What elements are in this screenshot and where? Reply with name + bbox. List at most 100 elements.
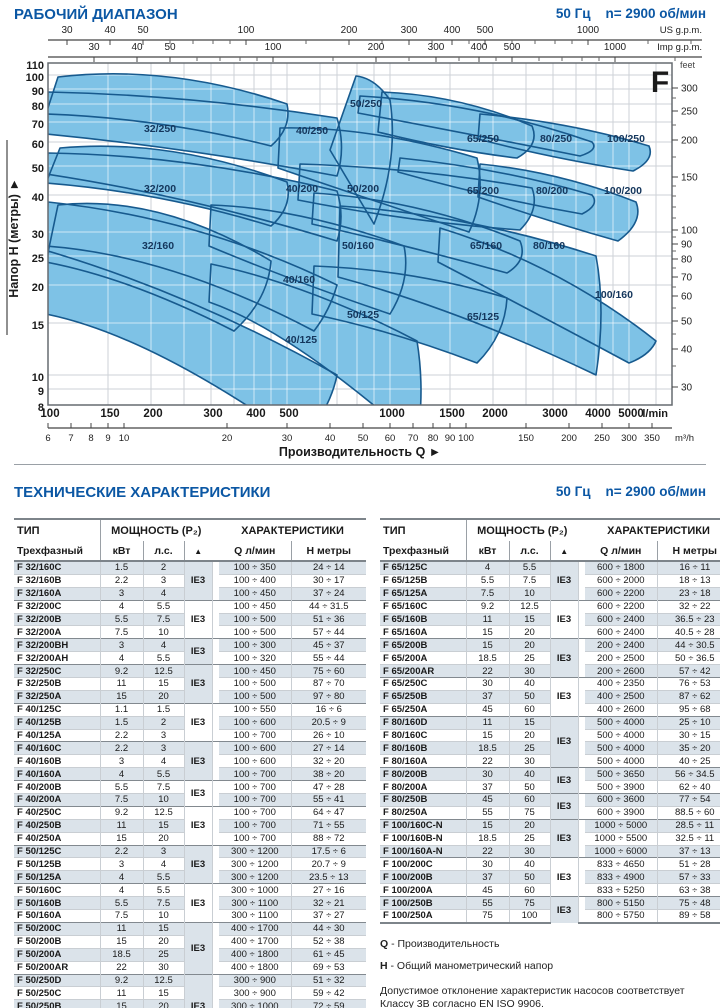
power-hp: 25: [508, 651, 550, 665]
power-kw: 5.5: [99, 896, 143, 910]
power-hp: 40: [508, 677, 550, 691]
head-range: 88 ÷ 72: [290, 831, 367, 846]
table-row: F 32/160A 3 4 100 ÷ 450 37 ÷ 24: [14, 586, 367, 601]
feet-tick: 300: [681, 84, 698, 95]
imp-gpm-tick: 50: [164, 42, 176, 53]
pump-model: F 40/125C: [14, 702, 100, 717]
table-row: F 50/160A 7.5 10 300 ÷ 1100 37 ÷ 27: [14, 909, 367, 923]
table-row: F 32/200AH 4 5.5 100 ÷ 320 55 ÷ 44: [14, 651, 367, 665]
flow-range: 833 ÷ 4900: [585, 870, 658, 884]
table-row: F 50/250B 15 20 300 ÷ 1000 72 ÷ 59: [14, 999, 367, 1008]
table-row: F 80/160A 22 30 500 ÷ 4000 40 ÷ 25: [380, 754, 720, 768]
head-range: 95 ÷ 68: [656, 702, 720, 717]
head-range: 17.5 ÷ 6: [290, 844, 367, 858]
m3h-tick: 300: [621, 433, 637, 444]
power-kw: 30: [465, 857, 509, 871]
power-kw: 2.2: [99, 573, 143, 588]
pump-range-65/160: [312, 193, 523, 273]
efficiency-class-badge: IE3: [183, 921, 213, 974]
head-range: 28.5 ÷ 11: [656, 818, 720, 833]
power-kw: 22: [465, 844, 509, 858]
head-range: 61 ÷ 45: [290, 947, 367, 962]
power-hp: 2: [142, 560, 184, 575]
table-row: F 65/250A 45 60 400 ÷ 2600 95 ÷ 68: [380, 702, 720, 717]
efficiency-class-badge: IE3: [183, 664, 213, 704]
flow-range: 1000 ÷ 5000: [585, 818, 658, 833]
table-row: F 32/200C 4 5.5 IE3 100 ÷ 450 44 ÷ 31.5: [14, 599, 367, 639]
footnote-h: H - Общий манометрический напор: [380, 960, 554, 973]
region-label-50/125: 50/125: [347, 309, 379, 321]
table-row: F 40/200B 5.5 7.5 IE3 100 ÷ 700 47 ÷ 28: [14, 780, 367, 807]
power-hp: 4: [142, 586, 184, 601]
head-range: 55 ÷ 41: [290, 793, 367, 807]
power-kw: 15: [99, 689, 143, 704]
power-hp: 2: [142, 715, 184, 730]
pump-model: F 65/160C: [380, 599, 466, 614]
lmin-tick: 200: [143, 408, 162, 420]
power-kw: 9.2: [99, 664, 143, 678]
head-range: 16 ÷ 6: [290, 702, 367, 717]
flow-range: 200 ÷ 2600: [585, 664, 658, 678]
table-row: F 40/160A 4 5.5 100 ÷ 700 38 ÷ 20: [14, 767, 367, 781]
table-row: F 100/200A 45 60 833 ÷ 5250 63 ÷ 38: [380, 883, 720, 897]
pump-model: F 80/250B: [380, 793, 466, 807]
power-kw: 22: [465, 754, 509, 768]
efficiency-class-badge: IE3: [183, 805, 213, 846]
table-row: F 100/200B 37 50 833 ÷ 4900 57 ÷ 33: [380, 870, 720, 884]
lmin-tick: 2000: [482, 408, 508, 420]
us-gpm-tick: 50: [137, 25, 149, 36]
lmin-tick: 3000: [542, 408, 568, 420]
feet-tick: 80: [681, 255, 693, 266]
table-row: F 40/250B 11 15 100 ÷ 700 71 ÷ 55: [14, 818, 367, 833]
efficiency-class-badge: IE3: [549, 818, 579, 858]
power-kw: 45: [465, 702, 509, 717]
pump-model: F 65/125C: [380, 560, 466, 575]
flow-range: 300 ÷ 1200: [219, 870, 292, 884]
pump-model: F 100/250B: [380, 896, 466, 910]
imp-gpm-tick: 40: [131, 42, 143, 53]
pump-model: F 80/160C: [380, 728, 466, 742]
pump-model: F 80/200A: [380, 780, 466, 794]
col-header-phase: Трехфазный: [14, 541, 100, 562]
region-label-50/160: 50/160: [342, 240, 374, 252]
table-row: F 80/160C 15 20 500 ÷ 4000 30 ÷ 15: [380, 728, 720, 742]
table-row: F 65/125B 5.5 7.5 600 ÷ 2000 18 ÷ 13: [380, 573, 720, 588]
table-row: F 80/200B 30 40 IE3 500 ÷ 3650 56 ÷ 34.5: [380, 767, 720, 794]
power-kw: 15: [99, 831, 143, 846]
flow-range: 300 ÷ 900: [219, 973, 292, 987]
pump-model: F 32/160C: [14, 560, 100, 575]
us-gpm-tick: 30: [61, 25, 73, 36]
power-hp: 12.5: [142, 664, 184, 678]
power-kw: 37: [465, 689, 509, 704]
col-header-efficiency-class: ▲: [183, 541, 213, 562]
pump-model: F 50/250D: [14, 973, 100, 987]
flow-range: 100 ÷ 400: [219, 573, 292, 588]
footnotes: Q - Производительность H - Общий маномет…: [380, 938, 720, 1008]
flow-range: 100 ÷ 350: [219, 560, 292, 575]
efficiency-class-badge: IE3: [549, 560, 579, 601]
flow-range: 100 ÷ 700: [219, 767, 292, 781]
head-range: 57 ÷ 42: [656, 664, 720, 678]
flow-range: 100 ÷ 500: [219, 689, 292, 704]
efficiency-class-badge: IE3: [549, 793, 579, 820]
table-row: F 50/200B 15 20 400 ÷ 1700 52 ÷ 38: [14, 934, 367, 949]
col-header-efficiency-class: ▲: [549, 541, 579, 562]
head-range: 44 ÷ 30: [290, 921, 367, 936]
head-range: 59 ÷ 42: [290, 986, 367, 1000]
power-kw: 3: [99, 857, 143, 871]
section-divider: [14, 464, 706, 465]
pump-model: F 65/250C: [380, 677, 466, 691]
head-range: 87 ÷ 70: [290, 677, 367, 691]
y-axis-tick: 100: [26, 72, 44, 84]
power-hp: 75: [508, 896, 550, 910]
power-hp: 15: [142, 677, 184, 691]
us-gpm-tick: 500: [477, 25, 494, 36]
y-axis-tick: 25: [32, 253, 44, 265]
col-header-h: H метры: [290, 541, 367, 562]
flow-range: 400 ÷ 1800: [219, 960, 292, 974]
region-label-40/250: 40/250: [296, 125, 328, 137]
imp-gpm-tick: 200: [368, 42, 385, 53]
col-header-characteristics: ХАРАКТЕРИСТИКИ: [219, 518, 367, 541]
flow-range: 600 ÷ 3600: [585, 793, 658, 807]
